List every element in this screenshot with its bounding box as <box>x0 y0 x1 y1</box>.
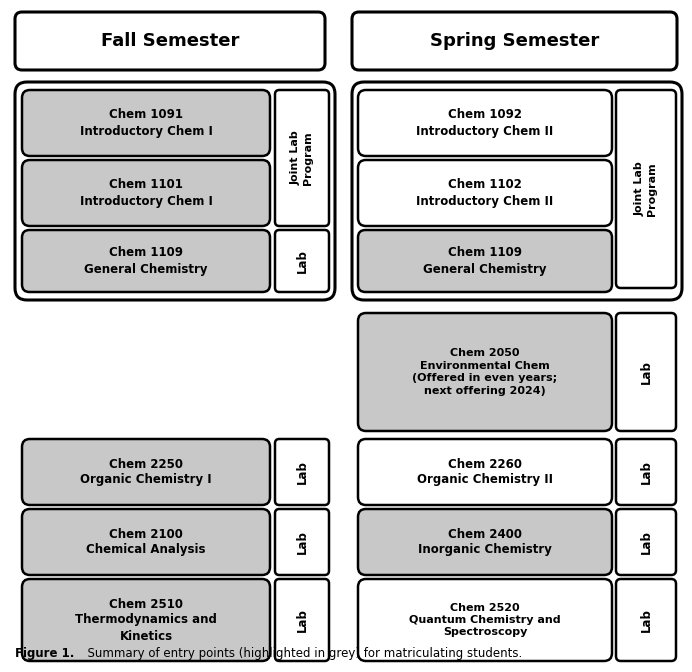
Text: Chem 1109
General Chemistry: Chem 1109 General Chemistry <box>424 247 547 276</box>
FancyBboxPatch shape <box>358 579 612 661</box>
FancyBboxPatch shape <box>616 509 676 575</box>
Text: Chem 2520
Quantum Chemistry and
Spectroscopy: Chem 2520 Quantum Chemistry and Spectros… <box>409 603 561 638</box>
FancyBboxPatch shape <box>275 509 329 575</box>
FancyBboxPatch shape <box>358 313 612 431</box>
Text: Chem 2050
Environmental Chem
(Offered in even years;
next offering 2024): Chem 2050 Environmental Chem (Offered in… <box>412 348 558 396</box>
FancyBboxPatch shape <box>352 82 682 300</box>
FancyBboxPatch shape <box>275 579 329 661</box>
FancyBboxPatch shape <box>616 579 676 661</box>
Text: Lab: Lab <box>295 249 309 273</box>
FancyBboxPatch shape <box>358 90 612 156</box>
Text: Summary of entry points (highlighted in grey) for matriculating students.: Summary of entry points (highlighted in … <box>80 647 522 660</box>
FancyBboxPatch shape <box>358 509 612 575</box>
FancyBboxPatch shape <box>22 90 270 156</box>
Text: Chem 2510
Thermodynamics and
Kinetics: Chem 2510 Thermodynamics and Kinetics <box>75 597 217 642</box>
FancyBboxPatch shape <box>275 439 329 505</box>
Text: Lab: Lab <box>639 360 653 384</box>
FancyBboxPatch shape <box>15 12 325 70</box>
Text: Joint Lab
Program: Joint Lab Program <box>291 130 313 185</box>
FancyBboxPatch shape <box>616 439 676 505</box>
FancyBboxPatch shape <box>358 160 612 226</box>
Text: Chem 2100
Chemical Analysis: Chem 2100 Chemical Analysis <box>86 528 206 556</box>
Text: Lab: Lab <box>295 608 309 632</box>
Text: Chem 1091
Introductory Chem I: Chem 1091 Introductory Chem I <box>80 108 212 138</box>
FancyBboxPatch shape <box>358 230 612 292</box>
Text: Joint Lab
Program: Joint Lab Program <box>635 162 657 216</box>
Text: Fall Semester: Fall Semester <box>101 32 239 50</box>
Text: Chem 1102
Introductory Chem II: Chem 1102 Introductory Chem II <box>417 179 554 208</box>
Text: Lab: Lab <box>639 530 653 554</box>
Text: Lab: Lab <box>639 608 653 632</box>
FancyBboxPatch shape <box>275 230 329 292</box>
Text: Chem 2250
Organic Chemistry I: Chem 2250 Organic Chemistry I <box>80 458 212 487</box>
Text: Lab: Lab <box>639 460 653 484</box>
Text: Lab: Lab <box>295 530 309 554</box>
Text: Chem 2400
Inorganic Chemistry: Chem 2400 Inorganic Chemistry <box>418 528 552 556</box>
FancyBboxPatch shape <box>358 439 612 505</box>
FancyBboxPatch shape <box>616 90 676 288</box>
Text: Chem 1101
Introductory Chem I: Chem 1101 Introductory Chem I <box>80 179 212 208</box>
FancyBboxPatch shape <box>275 90 329 226</box>
Text: Chem 1109
General Chemistry: Chem 1109 General Chemistry <box>84 247 208 276</box>
FancyBboxPatch shape <box>22 230 270 292</box>
Text: Chem 1092
Introductory Chem II: Chem 1092 Introductory Chem II <box>417 108 554 138</box>
Text: Figure 1.: Figure 1. <box>15 647 74 660</box>
Text: Chem 2260
Organic Chemistry II: Chem 2260 Organic Chemistry II <box>417 458 553 487</box>
FancyBboxPatch shape <box>22 160 270 226</box>
FancyBboxPatch shape <box>22 509 270 575</box>
FancyBboxPatch shape <box>15 82 335 300</box>
FancyBboxPatch shape <box>22 579 270 661</box>
Text: Spring Semester: Spring Semester <box>430 32 599 50</box>
Text: Lab: Lab <box>295 460 309 484</box>
FancyBboxPatch shape <box>616 313 676 431</box>
FancyBboxPatch shape <box>352 12 677 70</box>
FancyBboxPatch shape <box>22 439 270 505</box>
